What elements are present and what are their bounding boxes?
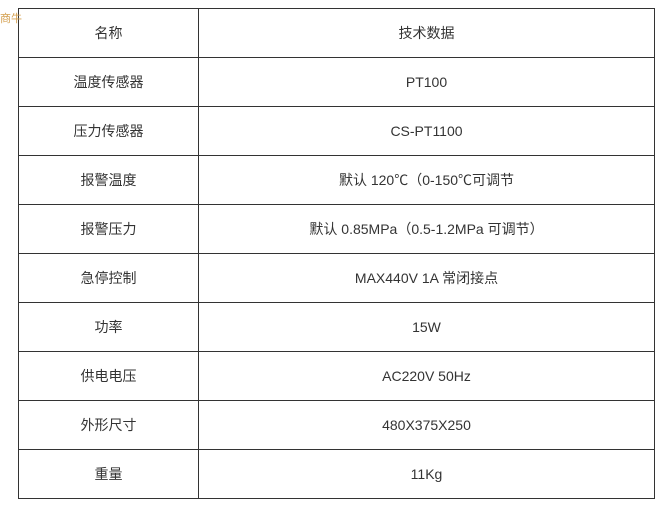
table-row: 外形尺寸 480X375X250	[19, 401, 655, 450]
spec-value: 15W	[199, 303, 655, 352]
spec-table: 名称 技术数据 温度传感器 PT100 压力传感器 CS-PT1100 报警温度…	[18, 8, 655, 499]
table-row: 重量 11Kg	[19, 450, 655, 499]
spec-label: 重量	[19, 450, 199, 499]
spec-label: 温度传感器	[19, 58, 199, 107]
spec-value: PT100	[199, 58, 655, 107]
spec-value: MAX440V 1A 常闭接点	[199, 254, 655, 303]
spec-label: 名称	[19, 9, 199, 58]
table-row: 报警压力 默认 0.85MPa（0.5-1.2MPa 可调节）	[19, 205, 655, 254]
spec-value: CS-PT1100	[199, 107, 655, 156]
table-row: 急停控制 MAX440V 1A 常闭接点	[19, 254, 655, 303]
table-row: 功率 15W	[19, 303, 655, 352]
table-row: 名称 技术数据	[19, 9, 655, 58]
spec-value: 技术数据	[199, 9, 655, 58]
spec-value: 默认 0.85MPa（0.5-1.2MPa 可调节）	[199, 205, 655, 254]
spec-label: 压力传感器	[19, 107, 199, 156]
spec-label: 报警压力	[19, 205, 199, 254]
table-row: 温度传感器 PT100	[19, 58, 655, 107]
spec-value: AC220V 50Hz	[199, 352, 655, 401]
spec-label: 报警温度	[19, 156, 199, 205]
spec-label: 急停控制	[19, 254, 199, 303]
spec-value: 默认 120℃（0-150℃可调节	[199, 156, 655, 205]
watermark-text: 商牛	[0, 10, 22, 26]
spec-label: 供电电压	[19, 352, 199, 401]
table-row: 报警温度 默认 120℃（0-150℃可调节	[19, 156, 655, 205]
spec-label: 外形尺寸	[19, 401, 199, 450]
table-row: 压力传感器 CS-PT1100	[19, 107, 655, 156]
table-row: 供电电压 AC220V 50Hz	[19, 352, 655, 401]
spec-label: 功率	[19, 303, 199, 352]
spec-value: 480X375X250	[199, 401, 655, 450]
spec-value: 11Kg	[199, 450, 655, 499]
